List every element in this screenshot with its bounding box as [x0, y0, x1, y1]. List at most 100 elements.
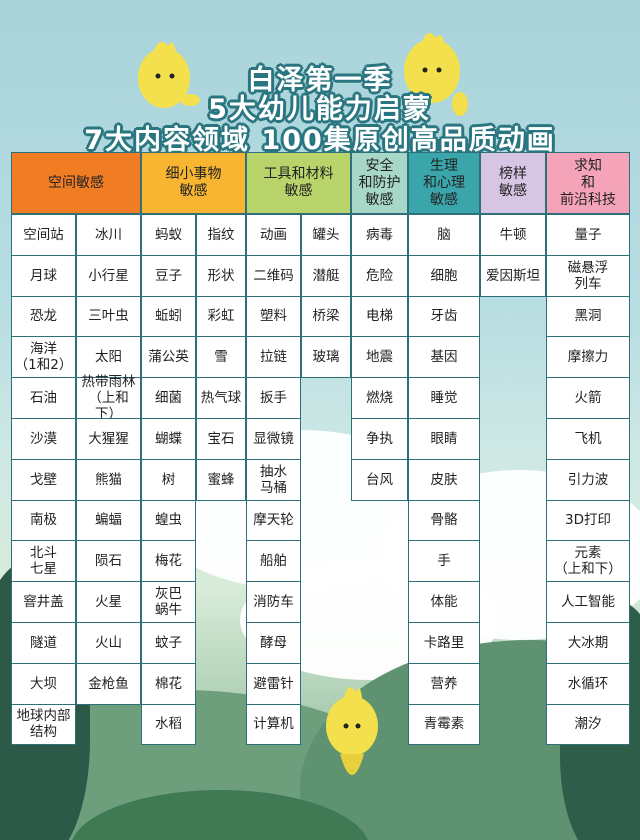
table-cell-physio: 基因	[408, 336, 480, 379]
table-cell-small-a: 棉花	[141, 662, 196, 705]
table-cell-space-a: 恐龙	[11, 295, 76, 338]
table-cell-tools-a: 二维码	[246, 254, 301, 297]
table-cell-tools-b: 桥梁	[301, 295, 351, 338]
table-cell-tools-a: 抽水 马桶	[246, 458, 301, 501]
table-cell-tools-a: 扳手	[246, 377, 301, 419]
mascot-bottom-icon	[326, 687, 378, 775]
table-cell-physio: 眼睛	[408, 418, 480, 460]
table-cell-small-a: 蝗虫	[141, 499, 196, 542]
title-line-2: 5大幼儿能力启蒙	[208, 94, 432, 125]
table-cell-small-a: 蚊子	[141, 622, 196, 664]
table-cell-science: 火箭	[546, 377, 630, 419]
table-cell-science: 摩擦力	[546, 336, 630, 379]
table-cell-safety: 电梯	[351, 295, 408, 338]
table-cell-small-a: 梅花	[141, 540, 196, 583]
header-science-tech: 求知 和 前沿科技	[546, 152, 630, 214]
table-cell-safety: 台风	[351, 458, 408, 501]
table-cell-physio: 细胞	[408, 254, 480, 297]
header-safety: 安全 和防护 敏感	[351, 152, 408, 214]
table-cell-tools-a: 拉链	[246, 336, 301, 379]
table-cell-tools-b: 潜艇	[301, 254, 351, 297]
table-cell-space-b: 火山	[76, 622, 141, 664]
table-cell-safety: 地震	[351, 336, 408, 379]
table-cell-physio: 皮肤	[408, 458, 480, 501]
table-cell-small-a: 细菌	[141, 377, 196, 419]
table-cell-small-a: 树	[141, 458, 196, 501]
table-cell-tools-b: 玻璃	[301, 336, 351, 379]
table-cell-small-a: 蝴蝶	[141, 418, 196, 460]
mascot-left-icon	[138, 41, 200, 108]
table-cell-small-a: 蚯蚓	[141, 295, 196, 338]
table-cell-space-a: 北斗 七星	[11, 540, 76, 583]
table-cell-tools-a: 摩天轮	[246, 499, 301, 542]
table-cell-tools-a: 计算机	[246, 703, 301, 746]
table-cell-science: 人工智能	[546, 581, 630, 623]
title-line-3: 7大内容领域 100集原创高品质动画	[84, 125, 556, 156]
table-cell-tools-a: 酵母	[246, 622, 301, 664]
table-cell-tools-b: 罐头	[301, 214, 351, 256]
table-cell-small-a: 豆子	[141, 254, 196, 297]
table-cell-model: 爱因斯坦	[480, 254, 546, 297]
table-cell-tools-a: 避雷针	[246, 662, 301, 705]
table-cell-space-a: 海洋 （1和2）	[11, 336, 76, 379]
table-cell-science: 黑洞	[546, 295, 630, 338]
table-cell-science: 量子	[546, 214, 630, 256]
table-cell-science: 磁悬浮 列车	[546, 254, 630, 297]
table-cell-space-a: 窨井盖	[11, 581, 76, 623]
table-cell-space-b: 火星	[76, 581, 141, 623]
table-cell-safety: 燃烧	[351, 377, 408, 419]
table-cell-small-a: 蒲公英	[141, 336, 196, 379]
table-cell-safety: 病毒	[351, 214, 408, 256]
table-cell-small-b: 形状	[196, 254, 246, 297]
table-cell-tools-a: 消防车	[246, 581, 301, 623]
table-cell-space-b: 冰川	[76, 214, 141, 256]
table-cell-safety: 争执	[351, 418, 408, 460]
table-cell-physio: 手	[408, 540, 480, 583]
table-cell-tools-a: 显微镜	[246, 418, 301, 460]
table-cell-science: 潮汐	[546, 703, 630, 746]
table-cell-space-b: 熊猫	[76, 458, 141, 501]
table-cell-science: 3D打印	[546, 499, 630, 542]
table-cell-space-b: 三叶虫	[76, 295, 141, 338]
table-cell-small-b: 彩虹	[196, 295, 246, 338]
table-cell-small-a: 水稻	[141, 703, 196, 746]
table-cell-small-b: 指纹	[196, 214, 246, 256]
table-cell-space-a: 隧道	[11, 622, 76, 664]
table-cell-tools-a: 塑料	[246, 295, 301, 338]
header-role-model: 榜样 敏感	[480, 152, 546, 214]
table-cell-small-b: 雪	[196, 336, 246, 379]
header-tools-materials: 工具和材料 敏感	[246, 152, 351, 214]
table-cell-physio: 青霉素	[408, 703, 480, 746]
table-cell-physio: 体能	[408, 581, 480, 623]
table-cell-science: 引力波	[546, 458, 630, 501]
table-cell-physio: 营养	[408, 662, 480, 705]
table-cell-tools-a: 动画	[246, 214, 301, 256]
table-cell-science: 元素 （上和下）	[546, 540, 630, 583]
table-cell-space-a: 南极	[11, 499, 76, 542]
table-cell-safety: 危险	[351, 254, 408, 297]
table-cell-small-b: 宝石	[196, 418, 246, 460]
table-cell-science: 水循环	[546, 662, 630, 705]
table-cell-space-a: 石油	[11, 377, 76, 419]
table-cell-science: 飞机	[546, 418, 630, 460]
title-line-1: 白泽第一季	[247, 65, 393, 96]
table-cell-space-a: 空间站	[11, 214, 76, 256]
table-cell-space-b: 大猩猩	[76, 418, 141, 460]
table-cell-model: 牛顿	[480, 214, 546, 256]
header-space: 空间敏感	[11, 152, 141, 214]
table-cell-physio: 睡觉	[408, 377, 480, 419]
mascot-right-icon	[404, 32, 468, 116]
table-cell-space-a: 戈壁	[11, 458, 76, 501]
table-cell-physio: 脑	[408, 214, 480, 256]
table-cell-small-b: 热气球	[196, 377, 246, 419]
table-cell-space-b: 小行星	[76, 254, 141, 297]
table-cell-physio: 牙齿	[408, 295, 480, 338]
table-cell-space-a: 地球内部 结构	[11, 703, 76, 746]
table-cell-space-b: 蝙蝠	[76, 499, 141, 542]
table-cell-small-a: 蚂蚁	[141, 214, 196, 256]
table-cell-physio: 骨骼	[408, 499, 480, 542]
table-cell-small-a: 灰巴 蜗牛	[141, 581, 196, 623]
table-cell-space-b: 热带雨林 （上和下）	[76, 374, 141, 422]
table-cell-space-a: 大坝	[11, 662, 76, 705]
table-cell-small-b: 蜜蜂	[196, 458, 246, 501]
